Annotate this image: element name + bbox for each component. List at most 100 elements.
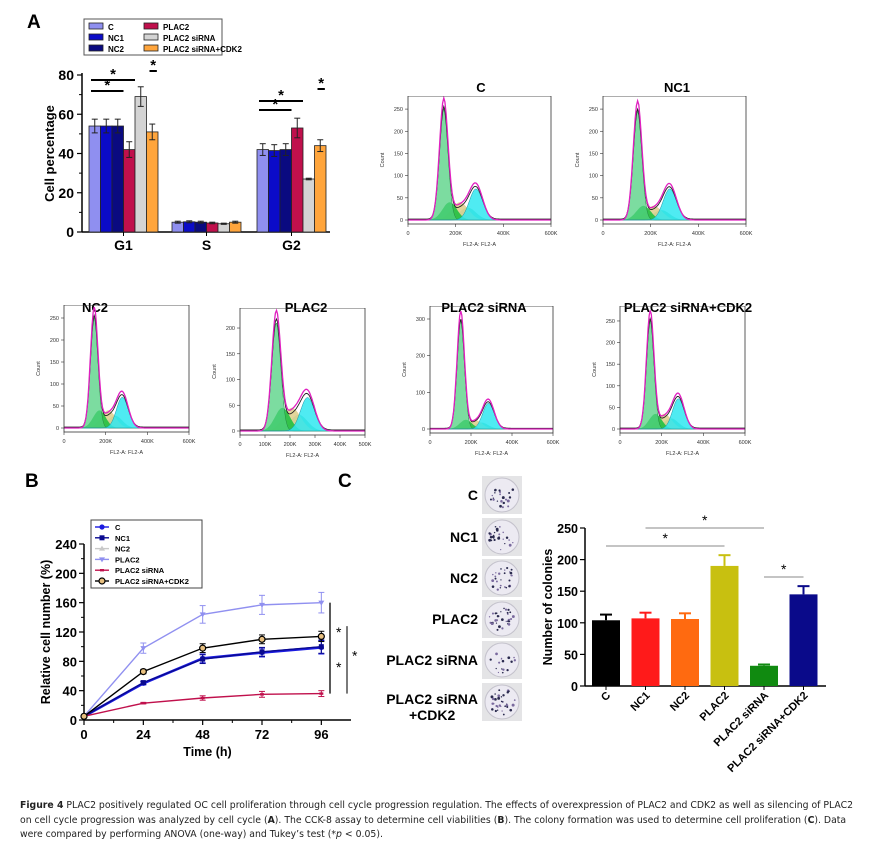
x-tick-label: 0: [618, 440, 621, 446]
colony-dot: [500, 657, 503, 660]
marker-plac2-sirna-cdk2: [317, 632, 325, 640]
plot-frame: [407, 96, 552, 225]
model-fit: [64, 306, 189, 429]
colony-dot: [498, 533, 501, 536]
x-tick-label: C: [599, 690, 613, 704]
colony-dot: [489, 658, 492, 661]
colony-dot: [505, 498, 508, 501]
y-tick-label: 0: [571, 680, 578, 694]
legend-swatch: [143, 22, 159, 30]
g2-peak: [240, 397, 365, 432]
x-tick-label: PLAC2: [698, 690, 732, 724]
colony-dot: [489, 535, 493, 539]
colony-dot: [507, 505, 510, 508]
colony-dot: [495, 622, 498, 624]
colony-dot: [508, 579, 511, 582]
histogram-title: PLAC2 siRNA+CDK2: [623, 300, 753, 315]
colony-dot: [499, 504, 502, 508]
panel-label-b: B: [25, 471, 39, 492]
colony-dot: [496, 628, 499, 631]
g2-peak: [408, 188, 551, 221]
marker-plac2-sirna-cdk2: [139, 668, 147, 676]
dish-label: PLAC2: [432, 611, 478, 627]
x-tick-label: 100K: [259, 442, 272, 448]
model-fit: [620, 310, 745, 430]
marker-nc2: [99, 545, 105, 551]
y-axis-title: Cell percentage: [42, 105, 57, 202]
x-tick-label: 200K: [99, 439, 112, 445]
significance-star: *: [150, 57, 156, 74]
x-tick-label: 400K: [141, 439, 154, 445]
caption-text: ). The CCK-8 assay to determine cell via…: [274, 814, 498, 826]
legend-swatch: [88, 33, 104, 41]
y-tick-label: 150: [50, 360, 59, 366]
colony-dot: [495, 704, 498, 708]
y-tick-label: 0: [56, 426, 59, 432]
marker-plac2-sirna: [200, 696, 205, 700]
colony-dot: [511, 488, 515, 491]
colony-dot: [502, 668, 505, 671]
y-tick-label: 240: [55, 537, 77, 552]
marker-plac2-sirna: [100, 569, 104, 572]
dish-label: NC2: [449, 570, 478, 586]
caption-p: p: [336, 829, 342, 840]
colony-dot: [508, 539, 510, 541]
colony-dot: [492, 498, 495, 501]
y-axis-title: Number of colonies: [541, 549, 555, 666]
colony-dot: [504, 569, 506, 571]
marker-nc1: [200, 656, 206, 662]
x-tick-label: 400K: [692, 231, 705, 237]
y-tick-label: 40: [63, 684, 77, 699]
colony-dot: [498, 572, 501, 575]
data-trace: [240, 317, 365, 431]
colony-dot: [497, 671, 500, 674]
y-tick-label: 100: [589, 174, 598, 180]
y-tick-label: 160: [55, 596, 77, 611]
legend-label: C: [108, 23, 114, 32]
x-axis-title: FL2-A: FL2-A: [286, 453, 319, 459]
marker-c: [99, 524, 105, 530]
colony-dot: [498, 661, 501, 664]
bar-plac2-sirna: [750, 665, 778, 686]
x-tick-label: NC1: [629, 690, 653, 714]
colony-dot: [506, 611, 509, 614]
colony-dish: [482, 683, 522, 721]
model-fit: [430, 310, 553, 430]
marker-plac2-sirna-cdk2: [80, 712, 88, 720]
x-axis-title: FL2-A: FL2-A: [475, 451, 508, 457]
model-fit: [408, 96, 551, 221]
panel-label-c: C: [338, 471, 352, 492]
caption-label: Figure 4: [20, 800, 64, 811]
x-axis-title: Time (h): [183, 745, 231, 759]
colony-dot: [511, 703, 515, 707]
marker-nc1: [99, 535, 105, 541]
colony-dot: [501, 506, 504, 509]
y-tick-label: 0: [70, 713, 77, 728]
colony-dot: [494, 577, 497, 580]
significance-star: *: [318, 75, 324, 92]
plot-frame: [602, 96, 747, 225]
dish-plate: [484, 560, 520, 596]
colony-dot: [506, 499, 510, 503]
legend-label: NC1: [115, 534, 130, 543]
colony-dot: [504, 542, 506, 545]
marker-nc1: [318, 644, 324, 650]
colony-dot: [507, 690, 510, 693]
colony-dot: [513, 699, 516, 701]
flow-histogram: 0 50 100 150 200 250 0 200K 400K 600K FL2-A: FL2-A…: [575, 96, 753, 248]
colony-dot: [494, 525, 497, 528]
colony-dot: [507, 656, 511, 660]
x-tick-label: 400K: [697, 440, 710, 446]
colony-dot: [502, 713, 505, 716]
colony-dot: [494, 612, 497, 615]
colony-dot: [510, 568, 513, 571]
x-tick-label: 0: [238, 442, 241, 448]
colony-dot: [494, 619, 497, 622]
legend-swatch: [88, 22, 104, 30]
y-tick-label: 150: [606, 362, 615, 368]
colony-dot: [501, 496, 505, 500]
y-tick-label: 60: [58, 106, 74, 122]
colony-dot: [501, 668, 503, 670]
colony-dot: [503, 572, 506, 575]
